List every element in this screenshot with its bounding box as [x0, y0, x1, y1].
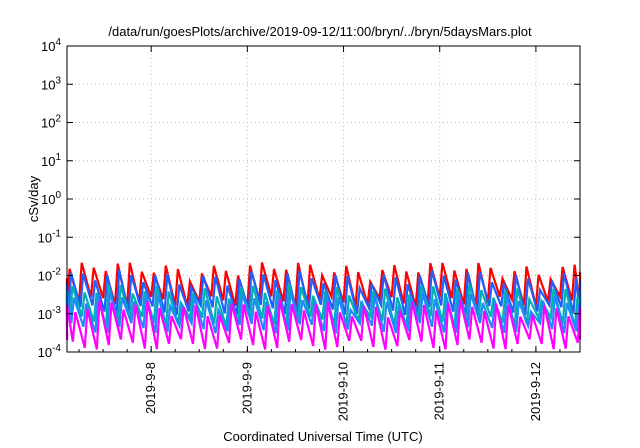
series-line-1 — [65, 262, 582, 307]
y-tick-label: 104 — [41, 37, 61, 54]
y-tick-label: 102 — [41, 114, 61, 131]
y-tick-label: 10-2 — [38, 267, 62, 284]
x-tick-label: 2019-9-12 — [528, 362, 543, 421]
x-axis-label: Coordinated Universal Time (UTC) — [223, 429, 422, 444]
x-tick-label: 2019-9-8 — [143, 362, 158, 414]
chart-title: /data/run/goesPlots/archive/2019-09-12/1… — [108, 24, 532, 39]
y-tick-label: 10-1 — [38, 228, 62, 245]
x-tick-label: 2019-9-11 — [432, 362, 447, 420]
y-tick-label: 10-3 — [38, 305, 62, 322]
y-tick-label: 103 — [41, 75, 61, 92]
series-line-3 — [65, 283, 582, 327]
series-layer — [65, 262, 582, 350]
x-tick-label: 2019-9-9 — [239, 362, 254, 414]
x-tick-label: 2019-9-10 — [336, 362, 351, 421]
series-line-2 — [65, 269, 582, 316]
x-axis: 2019-9-8 2019-9-9 2019-9-10 2019-9-11 2019-9… — [78, 46, 561, 421]
series-line-4 — [65, 291, 582, 334]
y-tick-label: 100 — [41, 190, 61, 207]
y-axis-label: cSv/day — [26, 175, 41, 222]
y-axis: 10-4 10-3 10-2 10-1 100 101 102 103 104 — [38, 37, 580, 360]
y-tick-label: 10-4 — [38, 343, 62, 360]
y-tick-label: 101 — [41, 152, 61, 169]
series-line-5 — [65, 299, 582, 350]
